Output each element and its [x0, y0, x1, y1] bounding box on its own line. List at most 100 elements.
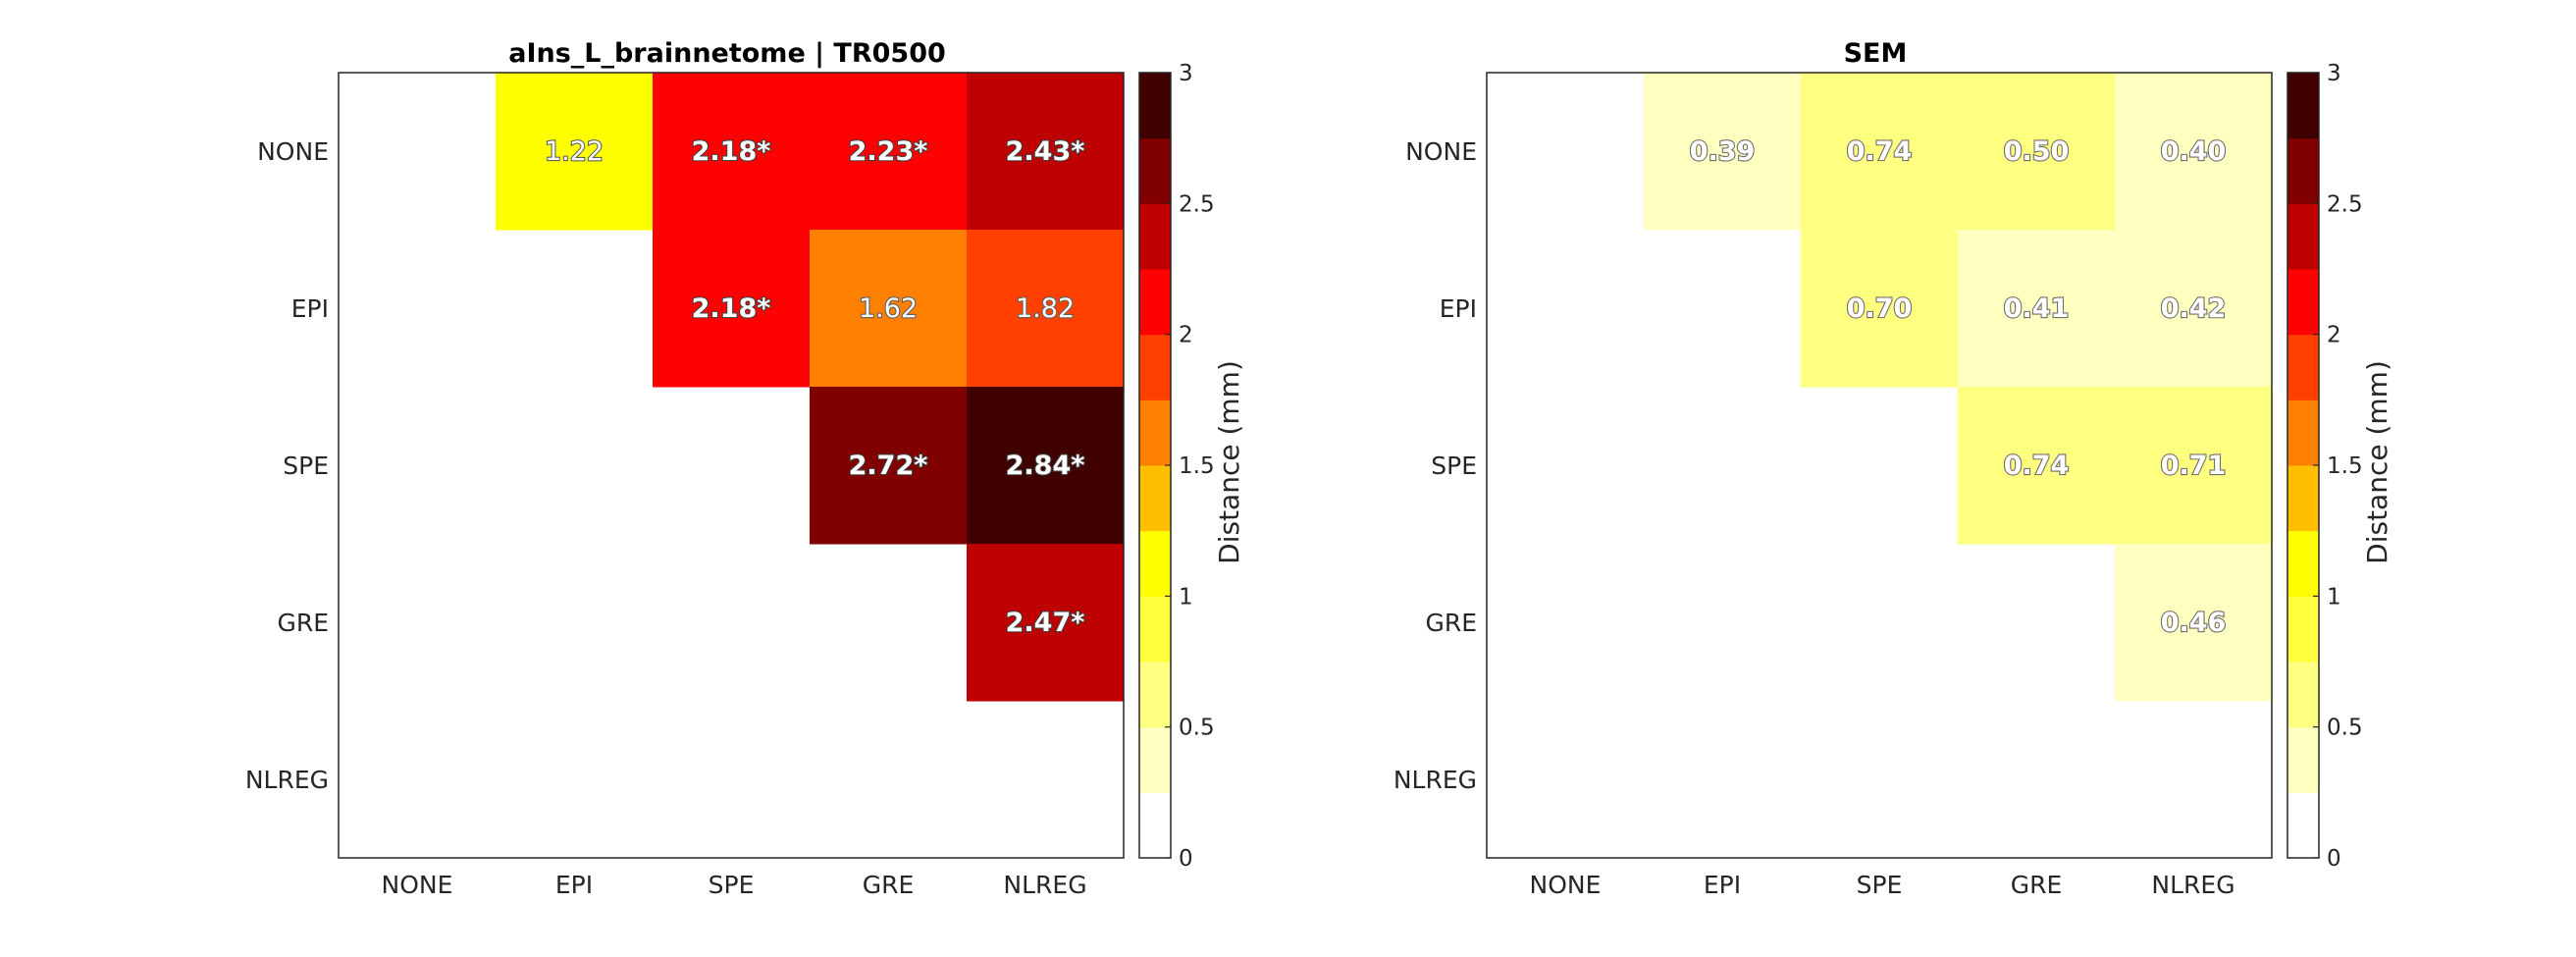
- colorbar-tick-label: 3: [2327, 61, 2341, 86]
- colorbar-segment: [2287, 334, 2319, 400]
- x-tick-label: NLREG: [1003, 871, 1086, 899]
- heatmap-cell: [967, 73, 1125, 231]
- colorbar-segment: [2287, 203, 2319, 270]
- y-tick-label: NLREG: [245, 766, 329, 794]
- colorbar-segment: [2287, 137, 2319, 204]
- heatmap-cell: [1801, 73, 1959, 231]
- y-tick-label: SPE: [283, 452, 329, 480]
- heatmap-cell: [1644, 73, 1802, 231]
- x-tick-label: NONE: [1530, 871, 1602, 899]
- heatmap-cell: [2115, 387, 2273, 545]
- cell-value-label: 2.47*: [1006, 608, 1085, 638]
- colorbar-segment: [1139, 465, 1171, 532]
- cell-value-label: 0.41: [2004, 293, 2070, 324]
- heatmap-cell: [967, 544, 1125, 702]
- cell-value-label: 2.18*: [692, 136, 771, 167]
- colorbar-segment: [2287, 530, 2319, 597]
- colorbar-tick-label: 1: [2327, 584, 2341, 610]
- colorbar-segment: [2287, 269, 2319, 336]
- colorbar-tick-label: 1: [1179, 584, 1193, 610]
- colorbar-segment: [2287, 596, 2319, 663]
- x-tick-label: NLREG: [2151, 871, 2234, 899]
- y-tick-label: NLREG: [1393, 766, 1477, 794]
- cell-value-label: 2.23*: [849, 136, 928, 167]
- colorbar-tick-label: 2: [2327, 323, 2341, 348]
- x-tick-label: NONE: [382, 871, 453, 899]
- colorbar-tick-label: 2.5: [2327, 191, 2363, 217]
- y-tick-label: EPI: [1440, 294, 1477, 323]
- heatmap-cell: [810, 73, 968, 231]
- colorbar-segment: [1139, 137, 1171, 204]
- cell-value-label: 0.46: [2161, 608, 2227, 638]
- colorbar-tick-label: 2: [1179, 323, 1193, 348]
- heatmap-cell: [496, 73, 654, 231]
- y-tick-label: NONE: [257, 137, 329, 166]
- heatmap-cell: [1958, 73, 2116, 231]
- cell-value-label: 2.43*: [1006, 136, 1085, 167]
- colorbar-segment: [2287, 465, 2319, 532]
- x-tick-label: SPE: [709, 871, 755, 899]
- heatmap-cell: [967, 230, 1125, 388]
- colorbar-segment: [2287, 792, 2319, 859]
- cell-value-label: 2.84*: [1006, 451, 1085, 481]
- colorbar-tick-label: 0: [2327, 846, 2341, 872]
- heatmap-cell: [2115, 230, 2273, 388]
- cell-value-label: 2.18*: [692, 293, 771, 324]
- colorbar-tick-label: 2.5: [1179, 191, 1215, 217]
- distance-axes-box: [338, 72, 1125, 859]
- x-tick-label: SPE: [1857, 871, 1903, 899]
- colorbar-segment: [1139, 662, 1171, 728]
- colorbar-segment: [1139, 399, 1171, 466]
- cell-value-label: 1.62: [859, 293, 918, 324]
- heatmap-cell: [810, 230, 968, 388]
- colorbar-tick-label: 3: [1179, 61, 1193, 86]
- colorbar-segment: [1139, 203, 1171, 270]
- colorbar-segment: [1139, 792, 1171, 859]
- cell-value-label: 2.72*: [849, 451, 928, 481]
- heatmap-cell: [1958, 230, 2116, 388]
- heatmap-cell: [2115, 73, 2273, 231]
- distance-heatmap-panel: aIns_L_brainnetome | TR0500 Distance (mm…: [245, 38, 1245, 899]
- cell-value-label: 0.71: [2161, 451, 2227, 481]
- cell-value-label: 1.22: [545, 136, 604, 167]
- cell-value-label: 0.70: [1847, 293, 1913, 324]
- x-tick-label: EPI: [1704, 871, 1741, 899]
- y-tick-label: SPE: [1431, 452, 1477, 480]
- colorbar-segment: [2287, 726, 2319, 793]
- heatmap-cell: [2115, 544, 2273, 702]
- cell-value-label: 0.42: [2161, 293, 2227, 324]
- colorbar-segment: [1139, 530, 1171, 597]
- cell-value-label: 0.40: [2161, 136, 2227, 167]
- cell-value-label: 1.82: [1016, 293, 1075, 324]
- colorbar-segment: [1139, 269, 1171, 336]
- colorbar-tick-label: 0.5: [2327, 716, 2363, 741]
- y-tick-label: GRE: [277, 609, 329, 637]
- colorbar-tick-label: 0: [1179, 846, 1193, 872]
- colorbar-tick-label: 1.5: [2327, 453, 2363, 479]
- colorbar-segment: [1139, 726, 1171, 793]
- heatmap-cell: [810, 387, 968, 545]
- heatmap-cell: [653, 230, 811, 388]
- x-tick-label: GRE: [2011, 871, 2063, 899]
- cell-value-label: 0.74: [1847, 136, 1913, 167]
- distance-heatmap-title: aIns_L_brainnetome | TR0500: [508, 38, 946, 69]
- heatmap-cell: [1958, 387, 2116, 545]
- sem-heatmap-panel: SEM Distance (mm) 0.39 0.74 0.50 0.400.70 0.…: [1393, 38, 2393, 899]
- colorbar-segment: [1139, 73, 1171, 139]
- colorbar-segment: [2287, 73, 2319, 139]
- colorbar-segment: [1139, 596, 1171, 663]
- distance-colorbar-label: Distance (mm): [1213, 360, 1245, 564]
- y-tick-label: NONE: [1405, 137, 1477, 166]
- sem-heatmap-title: SEM: [1844, 38, 1908, 69]
- colorbar-tick-label: 1.5: [1179, 453, 1215, 479]
- y-tick-label: GRE: [1425, 609, 1477, 637]
- cell-value-label: 0.39: [1690, 136, 1756, 167]
- sem-axes-box: [1486, 72, 2273, 859]
- cell-value-label: 0.74: [2004, 451, 2070, 481]
- colorbar-segment: [2287, 662, 2319, 728]
- x-tick-label: GRE: [863, 871, 915, 899]
- heatmap-cell: [967, 387, 1125, 545]
- x-tick-label: EPI: [555, 871, 593, 899]
- colorbar-segment: [2287, 399, 2319, 466]
